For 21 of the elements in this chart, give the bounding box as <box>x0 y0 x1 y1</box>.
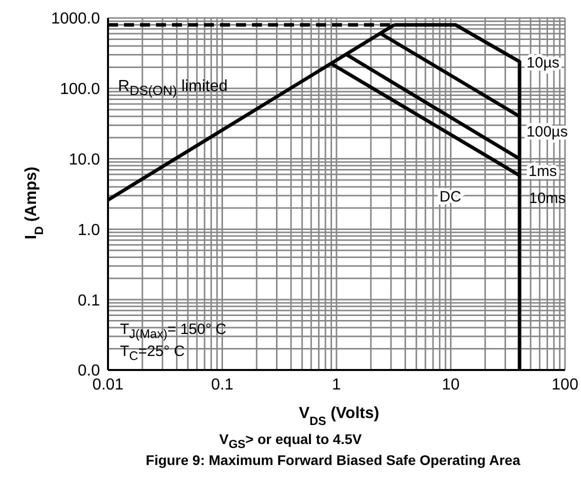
x-tick-label: 10 <box>442 376 460 394</box>
x-tick-label: 0.1 <box>211 376 234 394</box>
y-tick-label: 100.0 <box>60 81 100 98</box>
text: DC <box>440 188 462 206</box>
annotation: R$_{DS(ON)}$ limited <box>118 78 228 99</box>
x-axis-title: V$_{DS}$ (Volts) <box>298 405 380 428</box>
text: V$_{GS}$> or equal to 4.5V <box>218 431 363 452</box>
annotation: 10ms <box>529 190 567 208</box>
x-tick-label: 0.01 <box>92 376 124 394</box>
annotation: T$_{J(Max)}$= 150° C <box>120 321 228 342</box>
y-tick-label: 1.0 <box>78 222 100 239</box>
series-label: 100µs <box>526 123 568 140</box>
y-tick-label: 1000.0 <box>51 10 100 28</box>
x-tick-label: 1 <box>332 376 342 394</box>
y-tick-label: 10.0 <box>68 151 100 168</box>
x-tick-label: 100 <box>552 376 578 394</box>
y-tick-label: 0.1 <box>78 292 100 310</box>
annotation: T$_{C}$=25° C <box>120 343 186 364</box>
series-label: 10µs <box>526 54 560 72</box>
text: Figure 9: Maximum Forward Biased Safe Operating Area <box>144 452 522 469</box>
series-label: 1ms <box>528 162 557 180</box>
